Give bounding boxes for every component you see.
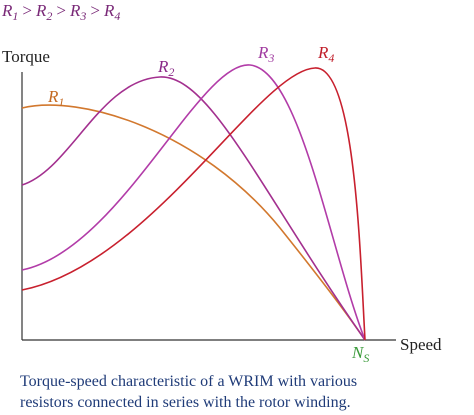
caption-line: resistors connected in series with the r… [20,394,351,411]
label-sub: 2 [168,65,174,79]
label-symbol: R [317,43,329,62]
term: R [69,1,81,20]
x-axis-label: Speed [400,335,442,354]
term: R [1,1,13,20]
curve-label: R3 [257,43,274,65]
label-symbol: R [47,87,59,106]
label-symbol: R [257,43,269,62]
sync-speed-label: NS [351,343,369,365]
term-sub: 1 [12,9,18,23]
curve-r1 [21,104,366,341]
curve-label: R1 [47,87,64,109]
operator: > [90,1,100,20]
label-sub: 4 [328,51,334,65]
label-sub: 1 [58,95,64,109]
y-axis-label: Torque [2,47,50,66]
label-symbol: N [351,343,365,362]
term-sub: 2 [46,9,52,23]
caption-line: Torque-speed characteristic of a WRIM wi… [20,373,357,390]
curve-r4 [21,67,366,341]
term: R [35,1,47,20]
label-sub: 3 [267,51,274,65]
label-symbol: R [157,57,169,76]
relation: R1 > R2 > R3 > R4 [1,1,120,23]
term: R [103,1,115,20]
term-sub: 4 [114,9,120,23]
operator: > [22,1,32,20]
curve-label: R2 [157,57,174,79]
curve-r2 [21,76,366,341]
curve-label: R4 [317,43,334,65]
operator: > [56,1,66,20]
term-sub: 3 [79,9,86,23]
curve-r3 [21,64,366,341]
label-sub: S [363,351,369,365]
